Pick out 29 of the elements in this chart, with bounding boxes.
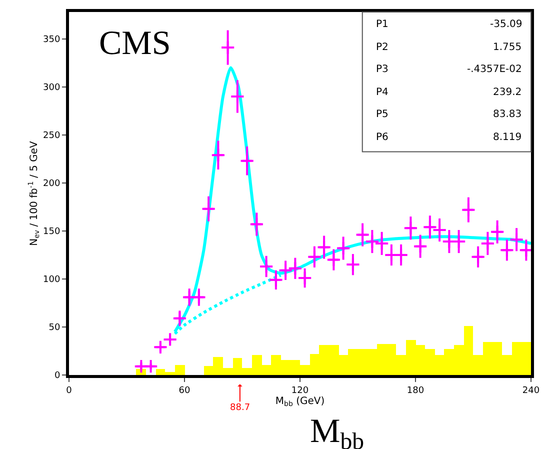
- annotation: P3: [376, 64, 388, 75]
- x-tick-label: 240: [522, 386, 540, 396]
- y-tick-label: 50: [48, 323, 60, 334]
- annotation: -35.09: [490, 19, 522, 30]
- annotation: 1.755: [493, 42, 522, 53]
- x-tick-label: 0: [66, 386, 72, 396]
- annotation: P5: [376, 109, 388, 120]
- annotation: P4: [376, 87, 388, 98]
- x-tick-label: 60: [178, 386, 190, 396]
- y-tick-label: 250: [43, 131, 60, 142]
- annotation: 83.83: [493, 109, 522, 120]
- y-tick-label: 150: [43, 227, 60, 238]
- annotation: P1: [376, 19, 388, 30]
- y-tick-label: 350: [43, 35, 60, 46]
- y-tick-label: 200: [43, 179, 60, 190]
- annotation: -.4357E-02: [467, 64, 522, 75]
- text: 88.7: [230, 403, 250, 413]
- x-axis-title: M$_{bb}$ (GeV): [275, 396, 325, 408]
- annotation: CMS: [99, 25, 171, 62]
- y-tick-label: 100: [43, 275, 60, 286]
- annotation: P2: [376, 42, 388, 53]
- annotation: 8.119: [493, 132, 522, 143]
- y-tick-label: 0: [54, 371, 60, 382]
- annotation: 239.2: [493, 87, 522, 98]
- y-tick-label: 300: [43, 83, 60, 94]
- annotation: P6: [376, 132, 388, 143]
- x-tick-label: 120: [291, 386, 309, 396]
- text: M$_{bb}$: [310, 413, 364, 449]
- x-tick-label: 180: [406, 386, 424, 396]
